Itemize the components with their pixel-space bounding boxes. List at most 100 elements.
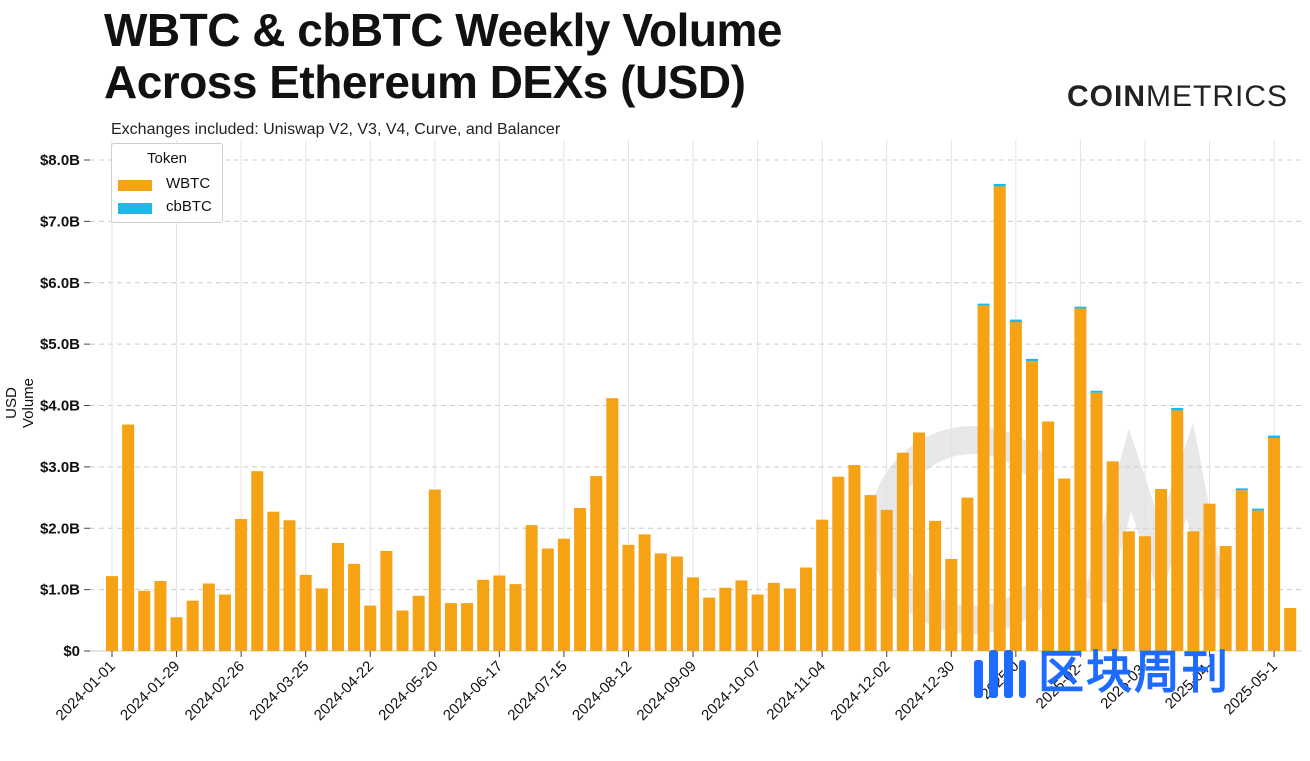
legend-swatch-cbbtc	[118, 203, 152, 214]
bar-cbbtc	[1171, 407, 1184, 411]
bar-wbtc	[1106, 461, 1119, 651]
y-tick-label: $4.0B	[40, 398, 80, 415]
bar-wbtc	[299, 574, 312, 651]
bar-wbtc	[848, 465, 861, 651]
bar-wbtc	[735, 580, 748, 651]
bar-wbtc	[1009, 322, 1022, 651]
bar-wbtc	[364, 605, 377, 651]
y-tick-label: $2.0B	[40, 520, 80, 537]
bar-wbtc	[283, 520, 296, 651]
bar-wbtc	[1203, 503, 1216, 651]
x-tick-label: 2024-12-02	[827, 658, 893, 724]
bar-wbtc	[1090, 392, 1103, 651]
bar-wbtc	[622, 544, 635, 651]
y-tick-label: $0	[63, 643, 80, 660]
bar-wbtc	[1058, 478, 1071, 651]
logo-light-text: METRICS	[1146, 80, 1288, 113]
bar-wbtc	[574, 507, 587, 651]
bar-wbtc	[590, 476, 603, 651]
bar-wbtc	[832, 476, 845, 651]
y-tick-label: $7.0B	[40, 213, 80, 230]
bar-wbtc	[816, 519, 829, 651]
x-tick-label: 2024-10-07	[698, 658, 764, 724]
bar-wbtc	[331, 542, 344, 651]
bar-wbtc	[606, 398, 619, 651]
bar-wbtc	[380, 550, 393, 651]
bar-wbtc	[122, 424, 135, 651]
bar-wbtc	[525, 525, 538, 651]
bar-wbtc	[1219, 546, 1232, 651]
bar-wbtc	[154, 581, 167, 651]
bar-wbtc	[1187, 531, 1200, 651]
bar-cbbtc	[1009, 319, 1022, 323]
bar-wbtc	[557, 538, 570, 651]
bar-wbtc	[1284, 608, 1297, 651]
x-tick-label: 2024-04-22	[311, 658, 377, 724]
bar-wbtc	[444, 603, 457, 651]
title-line-2: Across Ethereum DEXs (USD)	[104, 56, 746, 108]
bar-wbtc	[1042, 421, 1055, 651]
bar-cbbtc	[1025, 358, 1038, 362]
logo-bold-text: COIN	[1067, 80, 1146, 113]
bar-cbbtc	[977, 303, 990, 306]
legend-title: Token	[146, 150, 188, 167]
x-tick-label: 2024-11-04	[763, 658, 828, 723]
watermark-bars-icon	[974, 650, 1026, 698]
bar-wbtc	[1025, 361, 1038, 651]
bar-wbtc	[1122, 531, 1135, 651]
bar-wbtc	[106, 576, 118, 651]
y-tick-label: $5.0B	[40, 336, 80, 353]
bar-wbtc	[783, 588, 796, 651]
bar-cbbtc	[1074, 306, 1087, 309]
bar-wbtc	[428, 489, 441, 651]
bar-wbtc	[251, 471, 264, 651]
bar-wbtc	[202, 583, 215, 651]
legend: Token WBTC cbBTC	[111, 143, 223, 223]
legend-label-wbtc: WBTC	[166, 175, 211, 192]
bar-wbtc	[477, 579, 490, 651]
bar-wbtc	[235, 519, 248, 651]
y-tick-label: $1.0B	[40, 582, 80, 599]
watermark: 区块周刊	[970, 642, 1290, 704]
x-tick-label: 2024-03-25	[246, 658, 312, 724]
bar-wbtc	[719, 587, 732, 651]
bar-wbtc	[670, 556, 683, 651]
bar-wbtc	[1171, 410, 1184, 651]
bar-wbtc	[509, 584, 522, 651]
bar-wbtc	[1074, 308, 1087, 651]
bar-cbbtc	[1268, 435, 1281, 439]
bar-wbtc	[1138, 536, 1151, 651]
bar-cbbtc	[993, 183, 1006, 187]
bar-wbtc	[703, 597, 716, 651]
bar-wbtc	[896, 452, 909, 651]
bar-wbtc	[880, 509, 893, 651]
bar-wbtc	[1155, 488, 1168, 651]
y-tick-label: $3.0B	[40, 459, 80, 476]
bar-cbbtc	[1235, 488, 1248, 491]
bar-wbtc	[961, 497, 974, 651]
x-tick-label: 2024-07-15	[504, 658, 570, 724]
legend-label-cbbtc: cbBTC	[166, 198, 212, 215]
bar-wbtc	[977, 305, 990, 651]
x-tick-label: 2024-05-20	[375, 658, 441, 724]
legend-swatch-wbtc	[118, 180, 152, 191]
bar-wbtc	[864, 495, 877, 651]
bar-wbtc	[1251, 510, 1264, 651]
bar-wbtc	[767, 582, 780, 651]
bar-wbtc	[993, 186, 1006, 652]
watermark-text: 区块周刊	[1038, 646, 1230, 698]
bar-wbtc	[412, 595, 425, 651]
x-tick-label: 2024-12-30	[892, 658, 958, 724]
bar-wbtc	[1268, 438, 1281, 651]
bar-wbtc	[1235, 490, 1248, 651]
x-tick-label: 2024-02-26	[182, 658, 248, 724]
y-tick-label: $8.0B	[40, 152, 80, 169]
bar-wbtc	[638, 534, 651, 651]
bar-wbtc	[493, 575, 506, 651]
bar-wbtc	[315, 588, 328, 651]
bar-wbtc	[348, 563, 361, 651]
bar-wbtc	[396, 610, 409, 651]
bar-wbtc	[913, 432, 925, 651]
bar-wbtc	[170, 617, 183, 651]
